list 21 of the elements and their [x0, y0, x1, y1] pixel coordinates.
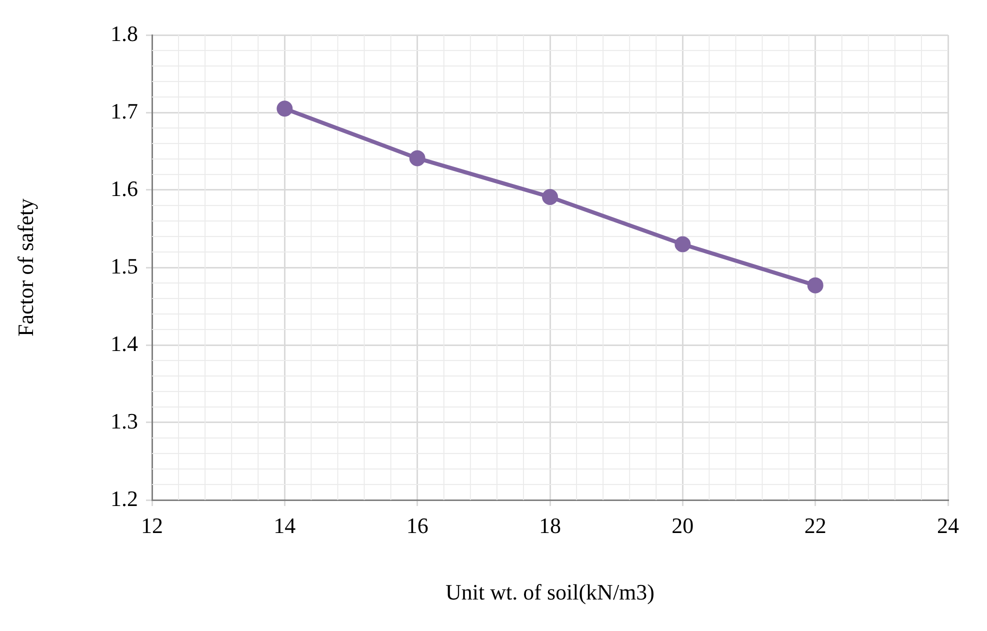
point [807, 277, 824, 294]
x-tick-label: 16 [406, 512, 428, 538]
x-tick-label: 12 [141, 512, 163, 538]
point [276, 100, 293, 117]
x-tick-label: 24 [937, 512, 959, 538]
y-tick-label: 1.3 [110, 408, 138, 434]
point [542, 188, 558, 205]
y-tick-label: 1.6 [110, 176, 138, 201]
point [674, 236, 691, 252]
y-axis-title: Factor of safety [12, 198, 38, 337]
point [409, 150, 426, 166]
y-tick-label: 1.2 [110, 486, 138, 511]
x-tick-label: 22 [804, 512, 826, 538]
y-tick-label: 1.8 [110, 20, 138, 46]
y-tick-label: 1.4 [110, 330, 138, 356]
x-axis-title: Unit wt. of soil(kN/m3) [446, 580, 654, 605]
x-tick-label: 14 [274, 512, 296, 538]
y-tick-label: 1.5 [110, 253, 138, 278]
x-tick-label: 18 [539, 512, 561, 538]
x-tick-label: 20 [672, 512, 694, 538]
y-tick-label: 1.7 [110, 98, 138, 124]
